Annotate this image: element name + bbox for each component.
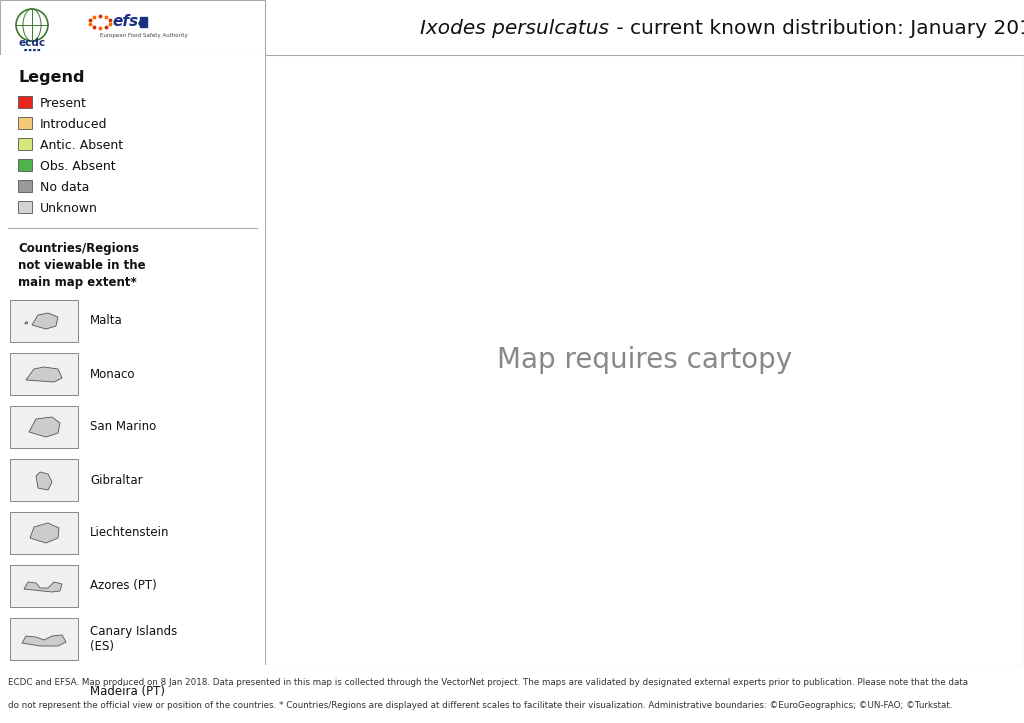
Text: ECDC and EFSA. Map produced on 8 Jan 2018. Data presented in this map is collect: ECDC and EFSA. Map produced on 8 Jan 201… (8, 677, 969, 687)
Bar (10, 459, 78, 501)
Bar (18, 201, 32, 213)
Text: Unknown: Unknown (40, 202, 98, 215)
Text: Map requires cartopy: Map requires cartopy (498, 346, 793, 374)
Bar (10, 353, 78, 395)
Bar (140, 17, 147, 27)
Polygon shape (30, 523, 59, 543)
Text: Canary Islands
(ES): Canary Islands (ES) (90, 625, 177, 653)
Text: San Marino: San Marino (90, 421, 157, 434)
Text: Countries/Regions
not viewable in the
main map extent*: Countries/Regions not viewable in the ma… (18, 242, 145, 289)
Bar (18, 138, 32, 150)
Text: Malta: Malta (90, 315, 123, 328)
Text: Obs. Absent: Obs. Absent (40, 160, 116, 173)
Text: ecdc: ecdc (18, 38, 45, 48)
Bar (10, 300, 78, 342)
Polygon shape (29, 417, 60, 437)
Bar (10, 565, 78, 607)
Text: No data: No data (40, 181, 89, 194)
Text: Introduced: Introduced (40, 118, 108, 131)
Bar (18, 159, 32, 171)
Bar (10, 406, 78, 448)
Text: Madeira (PT): Madeira (PT) (90, 685, 165, 698)
Polygon shape (32, 313, 58, 329)
Text: do not represent the official view or position of the countries. * Countries/Reg: do not represent the official view or po… (8, 701, 952, 710)
Polygon shape (25, 322, 28, 324)
Bar (18, 96, 32, 108)
Polygon shape (24, 582, 62, 592)
Polygon shape (22, 635, 66, 646)
Text: ■ ■ ■ ■: ■ ■ ■ ■ (24, 48, 40, 52)
Bar (0, 0, 265, 55)
Text: Azores (PT): Azores (PT) (90, 580, 157, 593)
Text: Liechtenstein: Liechtenstein (90, 526, 170, 539)
Text: efsa: efsa (112, 14, 148, 30)
Bar (18, 117, 32, 129)
Text: Legend: Legend (18, 70, 85, 85)
Text: Monaco: Monaco (90, 367, 135, 380)
Bar (18, 180, 32, 192)
Text: Gibraltar: Gibraltar (90, 474, 142, 487)
Polygon shape (36, 472, 52, 490)
Bar (10, 671, 78, 713)
Text: - current known distribution: January 2018: - current known distribution: January 20… (610, 19, 1024, 38)
Bar (10, 512, 78, 554)
Text: Antic. Absent: Antic. Absent (40, 139, 123, 152)
Text: Present: Present (40, 97, 87, 110)
Polygon shape (26, 367, 62, 382)
Text: Ixodes persulcatus: Ixodes persulcatus (420, 19, 609, 38)
Polygon shape (28, 684, 60, 700)
Text: European Food Safety Authority: European Food Safety Authority (100, 33, 187, 38)
Bar (10, 618, 78, 660)
